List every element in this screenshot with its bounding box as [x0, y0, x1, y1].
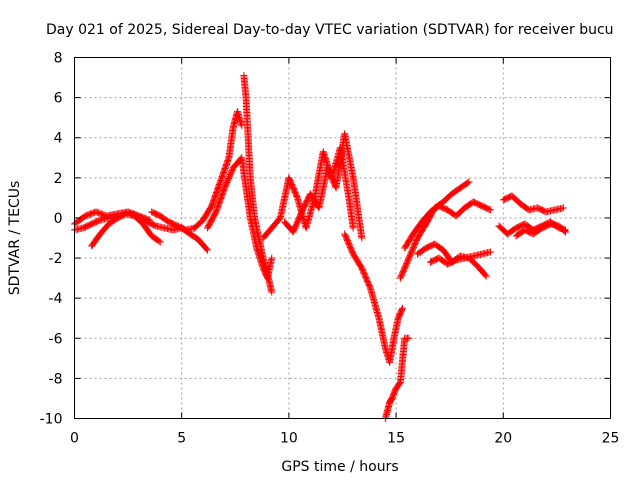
y-tick-label: 2 — [54, 171, 63, 187]
plot-frame — [74, 57, 611, 419]
series-sat-n — [414, 240, 490, 280]
data-point — [268, 254, 276, 262]
data-point — [399, 304, 407, 312]
series-sat-r — [512, 220, 569, 240]
y-tick-label: 0 — [54, 211, 63, 227]
series-sat-e — [148, 108, 246, 234]
data-point — [560, 227, 568, 235]
data-point — [561, 228, 569, 236]
x-tick-label: 0 — [70, 431, 79, 447]
series-sat-d — [126, 210, 211, 254]
data-points — [71, 72, 569, 422]
series-sat-i — [281, 130, 366, 242]
x-tick-label: 10 — [280, 431, 298, 447]
y-axis-title: SDTVAR / TECUs — [7, 181, 23, 296]
data-point — [486, 248, 494, 256]
series-sat-f — [203, 154, 276, 282]
grid — [74, 57, 611, 419]
data-point — [485, 205, 493, 213]
data-point — [486, 206, 494, 214]
y-tick-label: -2 — [49, 251, 63, 267]
x-axis-title: GPS time / hours — [281, 459, 398, 475]
y-tick-label: -10 — [40, 412, 63, 428]
x-tick-label: 20 — [494, 431, 512, 447]
y-tick-label: -6 — [49, 331, 63, 347]
data-point — [202, 245, 210, 253]
data-point — [464, 179, 472, 187]
axis-ticks: 0 5 10 15 20 25 -10 -8 -6 -4 -2 0 2 4 6 8 — [40, 51, 620, 447]
data-point — [481, 271, 489, 279]
data-point — [559, 204, 567, 212]
y-tick-label: -4 — [49, 291, 63, 307]
series-sat-o — [426, 248, 494, 268]
series-sat-k — [381, 334, 413, 422]
series-sat-g — [240, 72, 276, 296]
chart-title: Day 021 of 2025, Sidereal Day-to-day VTE… — [46, 22, 614, 38]
data-point — [358, 234, 366, 242]
data-point — [349, 224, 357, 232]
series-sat-h — [259, 144, 357, 242]
series-sat-q — [499, 192, 567, 216]
x-tick-label: 15 — [387, 431, 405, 447]
data-point — [156, 238, 164, 246]
series-sat-j — [341, 230, 407, 366]
y-tick-label: 8 — [54, 51, 63, 67]
y-tick-label: -8 — [49, 371, 63, 387]
data-point — [155, 237, 163, 245]
data-point — [465, 178, 473, 186]
x-tick-label: 25 — [602, 431, 620, 447]
y-tick-label: 6 — [54, 91, 63, 107]
x-tick-label: 5 — [177, 431, 186, 447]
series-sat-m — [401, 198, 494, 252]
series-sat-l — [396, 178, 473, 282]
y-tick-label: 4 — [54, 131, 63, 147]
data-point — [268, 288, 276, 296]
data-point — [398, 305, 406, 313]
data-point — [482, 272, 490, 280]
data-point — [203, 246, 211, 254]
data-point — [405, 334, 413, 342]
